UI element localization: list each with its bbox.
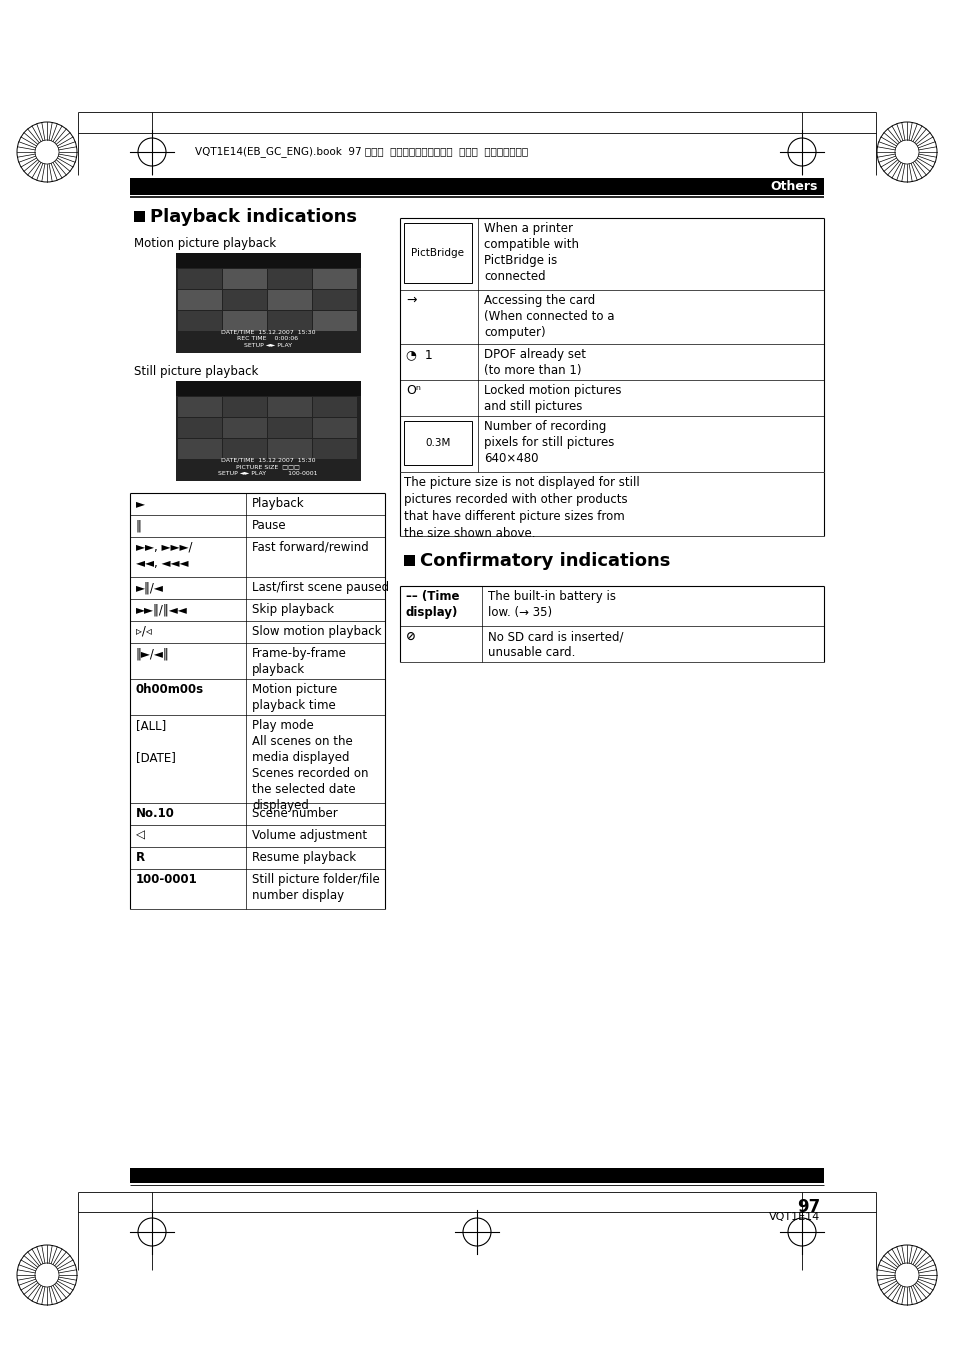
Text: ◁: ◁ — [136, 829, 145, 842]
Text: →: → — [406, 294, 416, 307]
Text: 97: 97 — [796, 1198, 820, 1216]
Bar — [178, 418, 222, 438]
Text: Fast forward/rewind: Fast forward/rewind — [252, 541, 369, 554]
Text: Oⁿ: Oⁿ — [406, 384, 420, 398]
Text: Resume playback: Resume playback — [252, 851, 355, 864]
Text: Number of recording
pixels for still pictures
640×480: Number of recording pixels for still pic… — [483, 421, 614, 465]
Text: ►: ► — [136, 497, 145, 510]
Text: Still picture folder/file
number display: Still picture folder/file number display — [252, 874, 379, 902]
Bar — [268, 398, 312, 417]
Bar — [223, 270, 267, 288]
Bar — [223, 398, 267, 417]
Bar — [313, 398, 356, 417]
Text: Still picture playback: Still picture playback — [133, 365, 258, 377]
Bar — [178, 311, 222, 332]
Bar — [175, 253, 360, 353]
Text: SETUP ◄► PLAY: SETUP ◄► PLAY — [244, 342, 292, 348]
Text: Skip playback: Skip playback — [252, 603, 334, 616]
Bar — [175, 253, 360, 268]
Text: ◔  1: ◔ 1 — [406, 348, 433, 361]
Bar — [223, 418, 267, 438]
Text: No SD card is inserted/
unusable card.: No SD card is inserted/ unusable card. — [488, 630, 623, 659]
Text: 0h00m00s: 0h00m00s — [136, 683, 204, 696]
Bar — [130, 178, 823, 195]
Bar — [130, 1167, 823, 1184]
Text: Play mode
All scenes on the
media displayed
Scenes recorded on
the selected date: Play mode All scenes on the media displa… — [252, 718, 368, 811]
Bar — [403, 222, 472, 283]
Text: VQT1E14(EB_GC_ENG).book  97 ページ  ２００７年２月２８日  水曜日  午後２時２３分: VQT1E14(EB_GC_ENG).book 97 ページ ２００７年２月２８… — [194, 147, 528, 158]
Bar — [268, 290, 312, 310]
Text: [ALL]

[DATE]: [ALL] [DATE] — [136, 718, 175, 764]
Text: DATE/TIME  15.12.2007  15:30: DATE/TIME 15.12.2007 15:30 — [220, 329, 314, 334]
Bar — [223, 439, 267, 460]
Text: Frame-by-frame
playback: Frame-by-frame playback — [252, 647, 347, 675]
Bar — [313, 290, 356, 310]
Text: PictBridge: PictBridge — [411, 248, 464, 257]
Text: ▹/◃: ▹/◃ — [136, 625, 152, 638]
Text: –– (Time
display): –– (Time display) — [406, 590, 459, 619]
Text: Confirmatory indications: Confirmatory indications — [419, 551, 670, 570]
Text: Volume adjustment: Volume adjustment — [252, 829, 367, 842]
Bar — [178, 270, 222, 288]
Bar — [178, 439, 222, 460]
Text: Scene number: Scene number — [252, 807, 337, 820]
Text: Pause: Pause — [252, 519, 286, 532]
Bar — [313, 270, 356, 288]
Text: Last/first scene paused: Last/first scene paused — [252, 581, 389, 594]
Text: ⊘: ⊘ — [406, 630, 416, 643]
Bar — [268, 439, 312, 460]
Bar — [268, 418, 312, 438]
Bar — [175, 381, 360, 481]
Text: ‖: ‖ — [136, 519, 142, 532]
Bar — [223, 311, 267, 332]
Text: Slow motion playback: Slow motion playback — [252, 625, 381, 638]
Text: DPOF already set
(to more than 1): DPOF already set (to more than 1) — [483, 348, 585, 377]
Bar — [223, 290, 267, 310]
Text: ►►, ►►►/
◄◄, ◄◄◄: ►►, ►►►/ ◄◄, ◄◄◄ — [136, 541, 193, 570]
Text: PICTURE SIZE  □□□: PICTURE SIZE □□□ — [235, 464, 299, 469]
Text: Motion picture playback: Motion picture playback — [133, 237, 275, 249]
Text: ►‖/◄: ►‖/◄ — [136, 581, 164, 594]
Bar — [268, 270, 312, 288]
Text: Playback indications: Playback indications — [150, 208, 356, 226]
Text: 100-0001: 100-0001 — [136, 874, 197, 886]
Bar — [403, 421, 472, 465]
Bar — [178, 398, 222, 417]
Bar — [133, 212, 145, 222]
Text: SETUP ◄► PLAY           100-0001: SETUP ◄► PLAY 100-0001 — [218, 470, 317, 476]
Text: Playback: Playback — [252, 497, 304, 510]
Bar — [178, 290, 222, 310]
Text: 0.3M: 0.3M — [425, 438, 450, 448]
Bar — [175, 381, 360, 396]
Text: No.10: No.10 — [136, 807, 174, 820]
Text: ►►‖/‖◄◄: ►►‖/‖◄◄ — [136, 603, 188, 616]
Bar — [403, 555, 415, 566]
Bar — [313, 439, 356, 460]
Bar — [313, 418, 356, 438]
Text: ‖►/◄‖: ‖►/◄‖ — [136, 647, 170, 661]
Text: REC TIME    0:00:06: REC TIME 0:00:06 — [237, 336, 298, 341]
Text: Others: Others — [770, 181, 817, 193]
Text: The built-in battery is
low. (→ 35): The built-in battery is low. (→ 35) — [488, 590, 616, 619]
Text: The picture size is not displayed for still
pictures recorded with other product: The picture size is not displayed for st… — [403, 476, 639, 541]
Text: DATE/TIME  15.12.2007  15:30: DATE/TIME 15.12.2007 15:30 — [220, 457, 314, 462]
Text: Motion picture
playback time: Motion picture playback time — [252, 683, 337, 712]
Text: Locked motion pictures
and still pictures: Locked motion pictures and still picture… — [483, 384, 620, 412]
Bar — [268, 311, 312, 332]
Text: When a printer
compatible with
PictBridge is
connected: When a printer compatible with PictBridg… — [483, 222, 578, 283]
Text: R: R — [136, 851, 145, 864]
Text: VQT1E14: VQT1E14 — [768, 1212, 820, 1223]
Text: Accessing the card
(When connected to a
computer): Accessing the card (When connected to a … — [483, 294, 614, 338]
Bar — [313, 311, 356, 332]
